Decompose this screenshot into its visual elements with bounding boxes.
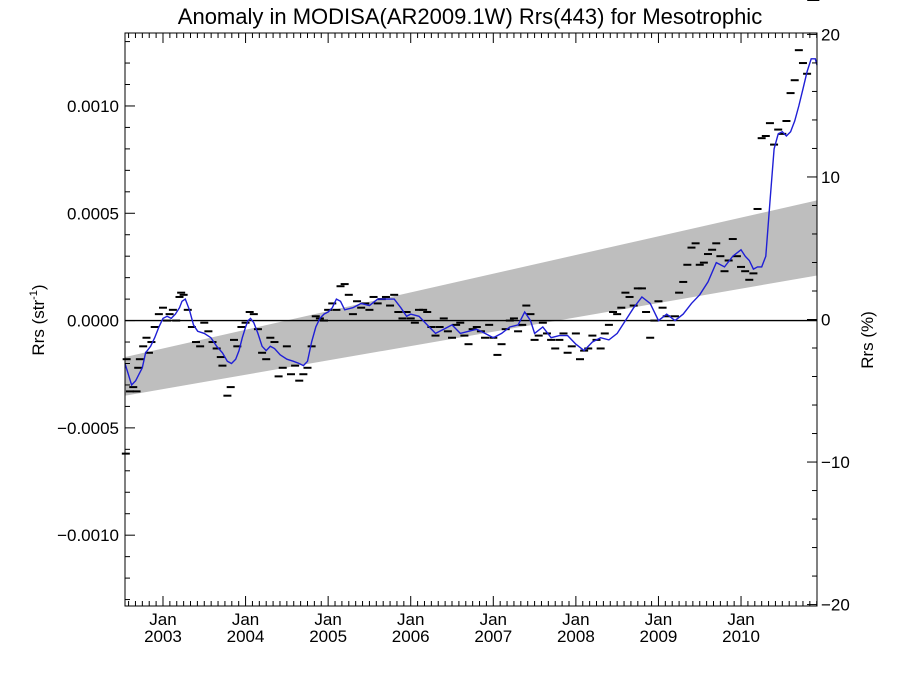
y-tick-label: −0.0005 (57, 419, 119, 438)
x-tick-label-year: 2009 (640, 627, 678, 646)
chart-title: Anomaly in MODISA(AR2009.1W) Rrs(443) fo… (178, 4, 762, 29)
y2-axis-title: Rrs (%) (858, 311, 877, 369)
x-axis: Jan2003Jan2004Jan2005Jan2006Jan2007Jan20… (128, 33, 818, 646)
x-tick-label-month: Jan (645, 610, 672, 629)
y-tick-label: −0.0010 (57, 526, 119, 545)
uncertainty-band (125, 200, 817, 396)
y2-tick-label: −20 (821, 596, 850, 615)
x-tick-label-year: 2008 (557, 627, 595, 646)
x-tick-label-month: Jan (314, 610, 341, 629)
x-tick-label-year: 2007 (474, 627, 512, 646)
y-tick-label: 0.0000 (67, 312, 119, 331)
y-axis-title-close: ) (29, 284, 48, 290)
x-tick-label-month: Jan (397, 610, 424, 629)
x-tick-label-month: Jan (562, 610, 589, 629)
y-axis-title-superscript: -1 (28, 290, 40, 300)
smoothed-line-layer (124, 58, 818, 387)
x-tick-label-year: 2010 (722, 627, 760, 646)
y-axis-title-text: Rrs (str (29, 300, 48, 356)
y-tick-label: 0.0010 (67, 97, 119, 116)
x-tick-label-month: Jan (727, 610, 754, 629)
x-tick-label-year: 2006 (392, 627, 430, 646)
x-tick-label-month: Jan (232, 610, 259, 629)
y2-tick-label: 20 (821, 25, 840, 44)
x-tick-label-year: 2003 (144, 627, 182, 646)
uncertainty-band-layer (125, 200, 817, 396)
x-tick-label-year: 2005 (309, 627, 347, 646)
y2-tick-label: 0 (821, 311, 830, 330)
x-tick-label-month: Jan (480, 610, 507, 629)
smoothed-series-line (124, 58, 818, 387)
y2-tick-label: 10 (821, 168, 840, 187)
x-tick-label-month: Jan (149, 610, 176, 629)
y-tick-label: 0.0005 (67, 204, 119, 223)
y-axis-title: Rrs (str-1) (28, 284, 48, 355)
y-axis-left: 0.0010 0.0005 0.0000 −0.0005 −0.0010 (57, 41, 135, 601)
x-tick-label-year: 2004 (227, 627, 265, 646)
y2-tick-label: −10 (821, 453, 850, 472)
y-axis-right: 20 10 0 −10 −20 (807, 25, 850, 615)
